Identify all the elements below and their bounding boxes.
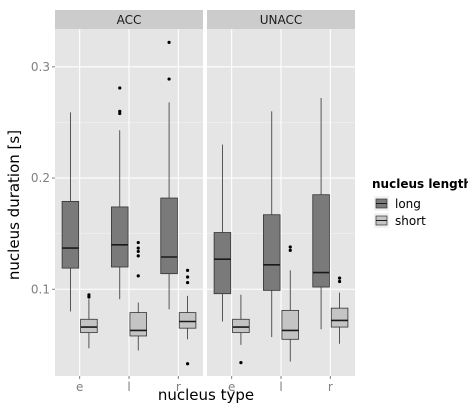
box-short-unacc-l	[281, 245, 299, 362]
box-body	[330, 307, 349, 328]
outlier-point	[337, 279, 342, 284]
outlier-point	[87, 295, 91, 299]
strip-label-unacc: UNACC	[260, 13, 303, 27]
box-body	[160, 197, 178, 275]
outlier-point	[185, 280, 190, 285]
box-long-unacc-l	[263, 111, 281, 338]
outlier-point	[118, 109, 122, 113]
x-tick-label: l	[279, 380, 282, 394]
box-body	[111, 206, 129, 268]
outlier-point	[167, 40, 171, 44]
y-tick-label: 0.2	[31, 171, 50, 185]
legend-title: nucleus length	[372, 177, 468, 191]
x-tick-label: r	[176, 380, 181, 394]
y-axis-title: nucleus duration [s]	[5, 130, 23, 280]
box-short-acc-l	[129, 240, 147, 351]
x-tick-label: r	[328, 380, 333, 394]
box-short-unacc-r	[330, 276, 349, 344]
box-short-acc-e	[80, 293, 98, 349]
outlier-point	[118, 111, 122, 116]
box-long-acc-r	[160, 40, 178, 310]
legend-label-long: long	[395, 197, 421, 211]
box-body	[178, 312, 197, 329]
outlier-point	[136, 254, 140, 258]
box-body	[263, 214, 281, 291]
box-long-unacc-e	[213, 144, 232, 322]
box-long-acc-l	[111, 86, 129, 300]
x-axis-title: nucleus type	[158, 386, 254, 403]
outlier-point	[136, 249, 140, 254]
box-body	[61, 200, 80, 269]
box-body	[80, 318, 98, 334]
box-long-unacc-r	[312, 97, 330, 330]
y-tick-label: 0.3	[31, 60, 50, 74]
outlier-point	[337, 276, 342, 280]
outlier-point	[185, 275, 190, 279]
outlier-point	[185, 362, 190, 366]
box-body	[129, 312, 147, 337]
strip-acc	[55, 10, 203, 29]
outlier-point	[167, 77, 171, 81]
legend-label-short: short	[395, 214, 426, 228]
outlier-point	[239, 361, 243, 365]
box-body	[281, 309, 299, 340]
outlier-point	[288, 245, 292, 249]
box-short-acc-r	[178, 268, 197, 366]
legend: nucleus length long short	[372, 177, 468, 228]
strip-unacc	[207, 10, 355, 29]
outlier-point	[136, 274, 140, 278]
strip-label-acc: ACC	[117, 13, 142, 27]
box-body	[232, 318, 250, 334]
outlier-point	[118, 86, 122, 90]
x-tick-label: l	[127, 380, 130, 394]
box-short-unacc-e	[232, 294, 250, 365]
x-tick-label: e	[228, 380, 235, 394]
x-tick-label: e	[76, 380, 83, 394]
outlier-point	[87, 293, 91, 297]
box-body	[312, 194, 330, 288]
outlier-point	[136, 246, 140, 250]
box-long-acc-e	[61, 112, 80, 312]
box-body	[213, 232, 232, 295]
y-tick-label: 0.1	[31, 282, 50, 296]
outlier-point	[136, 240, 140, 245]
outlier-point	[185, 268, 190, 272]
outlier-point	[288, 248, 292, 252]
